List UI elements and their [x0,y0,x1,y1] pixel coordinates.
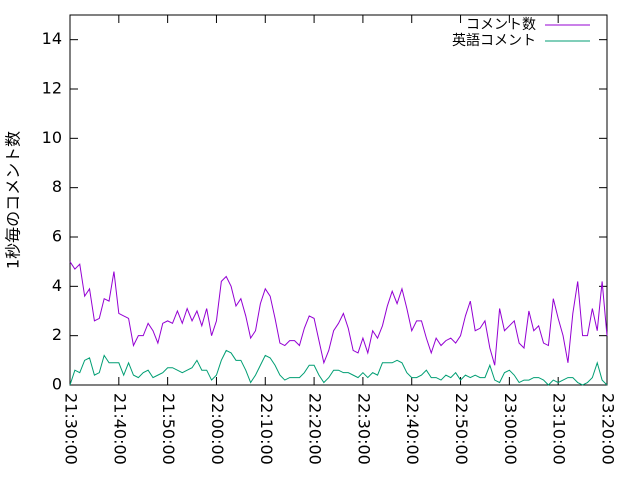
x-tick-label: 21:30:00 [62,393,81,465]
x-tick-label: 22:10:00 [257,393,276,465]
x-tick-label: 22:20:00 [306,393,325,465]
x-tick-label: 22:50:00 [452,393,471,465]
y-tick-label: 2 [52,325,62,344]
y-tick-label: 10 [42,128,62,147]
y-axis-label: 1秒毎のコメント数 [4,131,23,269]
x-tick-label: 22:30:00 [354,393,373,465]
legend-label: 英語コメント [452,32,536,49]
x-tick-label: 21:40:00 [110,393,129,465]
y-tick-label: 8 [52,177,62,196]
y-tick-label: 0 [52,375,62,394]
x-tick-label: 23:00:00 [501,393,520,465]
legend-label: コメント数 [466,17,536,33]
x-tick-label: 22:00:00 [208,393,227,465]
x-tick-label: 21:50:00 [159,393,178,465]
y-tick-label: 4 [52,276,62,295]
series-line [69,349,608,386]
y-tick-label: 14 [42,29,62,48]
series-line [69,261,608,366]
x-tick-label: 22:40:00 [403,393,422,465]
y-tick-label: 6 [52,227,62,246]
y-tick-label: 12 [42,79,62,98]
x-tick-label: 23:20:00 [599,393,618,465]
plot-frame [69,14,608,386]
x-tick-label: 23:10:00 [550,393,569,465]
